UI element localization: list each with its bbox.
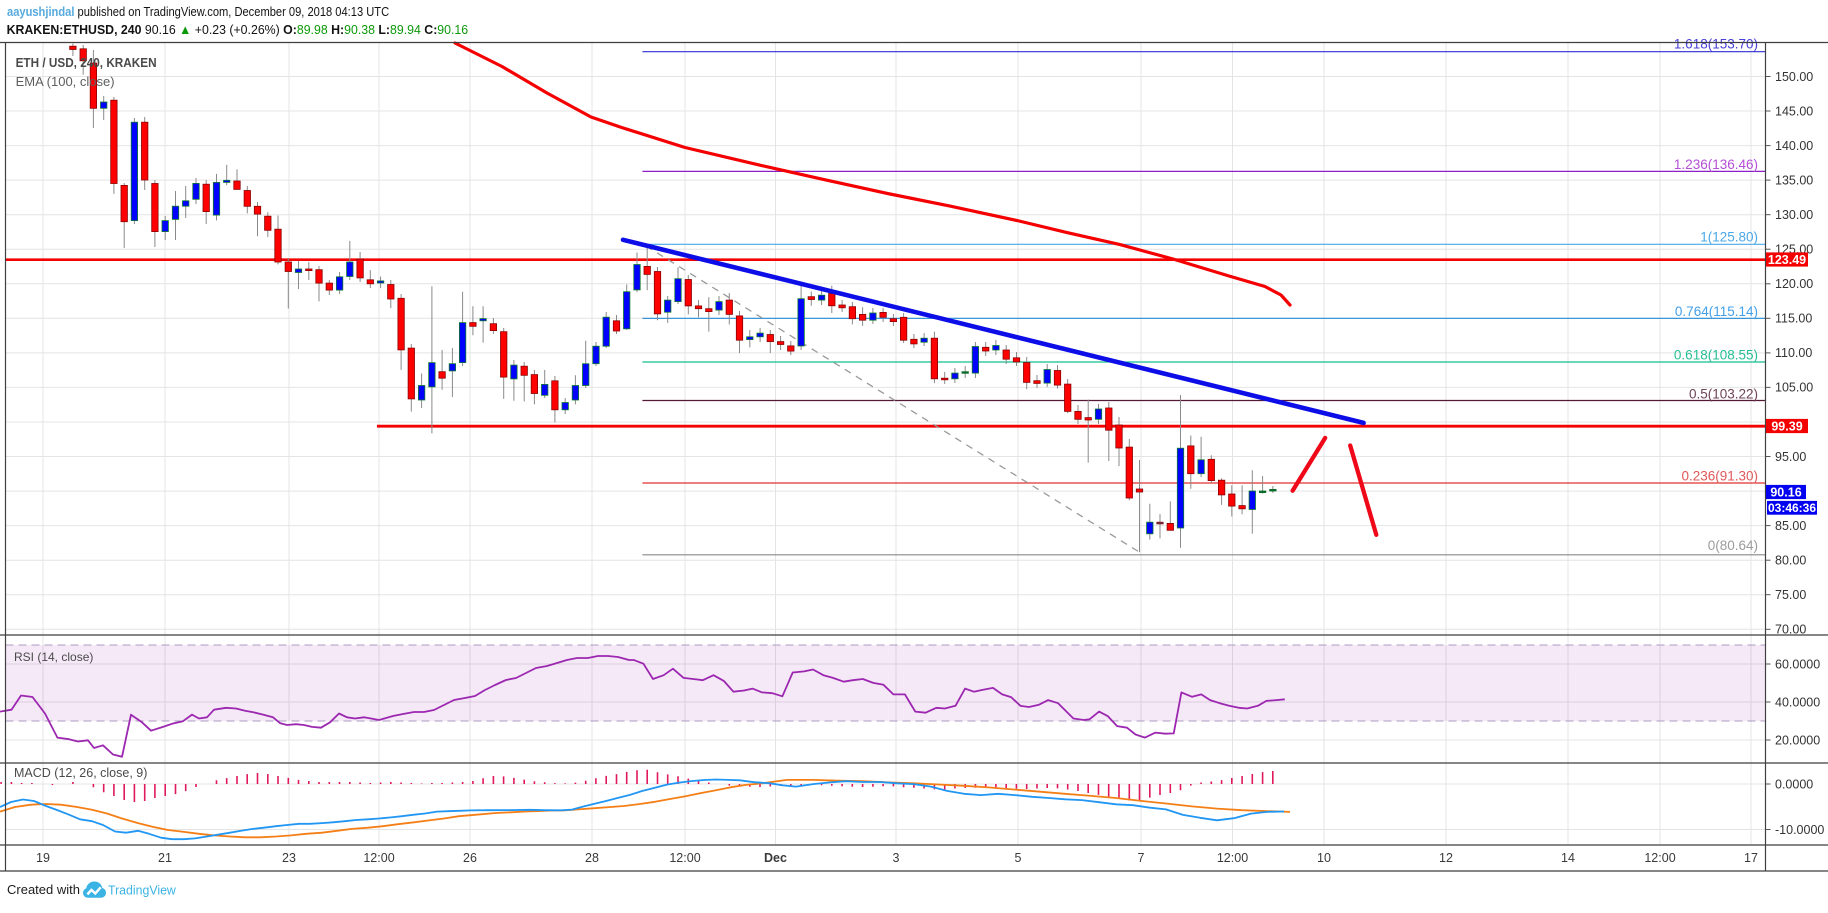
svg-text:0(80.64): 0(80.64) (1708, 538, 1758, 553)
svg-text:75.00: 75.00 (1775, 588, 1806, 602)
svg-text:145.00: 145.00 (1775, 104, 1813, 118)
svg-text:12:00: 12:00 (363, 851, 394, 865)
svg-text:0.0000: 0.0000 (1775, 777, 1813, 791)
svg-text:Created with: Created with (7, 882, 80, 897)
svg-text:12:00: 12:00 (669, 851, 700, 865)
svg-text:80.00: 80.00 (1775, 554, 1806, 568)
svg-text:23: 23 (282, 851, 296, 865)
svg-text:aayushjindal published on Trad: aayushjindal published on TradingView.co… (7, 4, 389, 19)
svg-text:MACD (12, 26, close, 9): MACD (12, 26, close, 9) (14, 766, 147, 780)
svg-text:21: 21 (158, 851, 172, 865)
svg-text:10: 10 (1317, 851, 1331, 865)
svg-text:1(125.80): 1(125.80) (1700, 230, 1758, 245)
svg-text:99.39: 99.39 (1771, 419, 1802, 433)
svg-text:TradingView: TradingView (108, 883, 177, 897)
svg-text:3: 3 (893, 851, 900, 865)
svg-text:90.16: 90.16 (1770, 485, 1801, 499)
svg-text:KRAKEN:ETHUSD, 240 90.16 ▲ +0.: KRAKEN:ETHUSD, 240 90.16 ▲ +0.23 (+0.26%… (7, 23, 469, 37)
svg-text:20.0000: 20.0000 (1775, 733, 1820, 747)
svg-text:0.5(103.22): 0.5(103.22) (1689, 387, 1758, 402)
svg-text:EMA (100, close): EMA (100, close) (16, 74, 115, 89)
svg-text:ETH / USD, 240, KRAKEN: ETH / USD, 240, KRAKEN (16, 56, 157, 70)
svg-text:70.00: 70.00 (1775, 623, 1806, 637)
svg-text:130.00: 130.00 (1775, 208, 1813, 222)
svg-text:0.764(115.14): 0.764(115.14) (1675, 304, 1758, 319)
svg-text:28: 28 (585, 851, 599, 865)
svg-text:123.49: 123.49 (1768, 253, 1806, 267)
svg-text:12:00: 12:00 (1217, 851, 1248, 865)
svg-text:19: 19 (36, 851, 50, 865)
svg-text:135.00: 135.00 (1775, 173, 1813, 187)
svg-text:40.0000: 40.0000 (1775, 695, 1820, 709)
svg-text:RSI (14, close): RSI (14, close) (14, 650, 93, 664)
svg-text:120.00: 120.00 (1775, 277, 1813, 291)
svg-text:1.618(153.70): 1.618(153.70) (1674, 37, 1758, 52)
svg-text:1.236(136.46): 1.236(136.46) (1674, 157, 1758, 172)
svg-text:7: 7 (1138, 851, 1145, 865)
svg-text:26: 26 (463, 851, 477, 865)
svg-text:140.00: 140.00 (1775, 139, 1813, 153)
svg-text:Dec: Dec (764, 851, 787, 865)
svg-text:12:00: 12:00 (1644, 851, 1675, 865)
svg-text:12: 12 (1439, 851, 1453, 865)
svg-text:110.00: 110.00 (1775, 346, 1812, 360)
svg-text:85.00: 85.00 (1775, 519, 1806, 533)
svg-text:150.00: 150.00 (1775, 70, 1813, 84)
svg-text:115.00: 115.00 (1775, 312, 1812, 326)
svg-text:0.236(91.30): 0.236(91.30) (1681, 468, 1758, 483)
svg-text:0.618(108.55): 0.618(108.55) (1674, 347, 1758, 362)
svg-text:95.00: 95.00 (1775, 450, 1806, 464)
svg-text:17: 17 (1744, 851, 1758, 865)
svg-text:-10.0000: -10.0000 (1775, 823, 1824, 837)
svg-text:14: 14 (1561, 851, 1575, 865)
svg-text:105.00: 105.00 (1775, 381, 1813, 395)
svg-text:60.0000: 60.0000 (1775, 657, 1820, 671)
svg-text:5: 5 (1015, 851, 1022, 865)
svg-text:03:46:36: 03:46:36 (1768, 501, 1816, 515)
